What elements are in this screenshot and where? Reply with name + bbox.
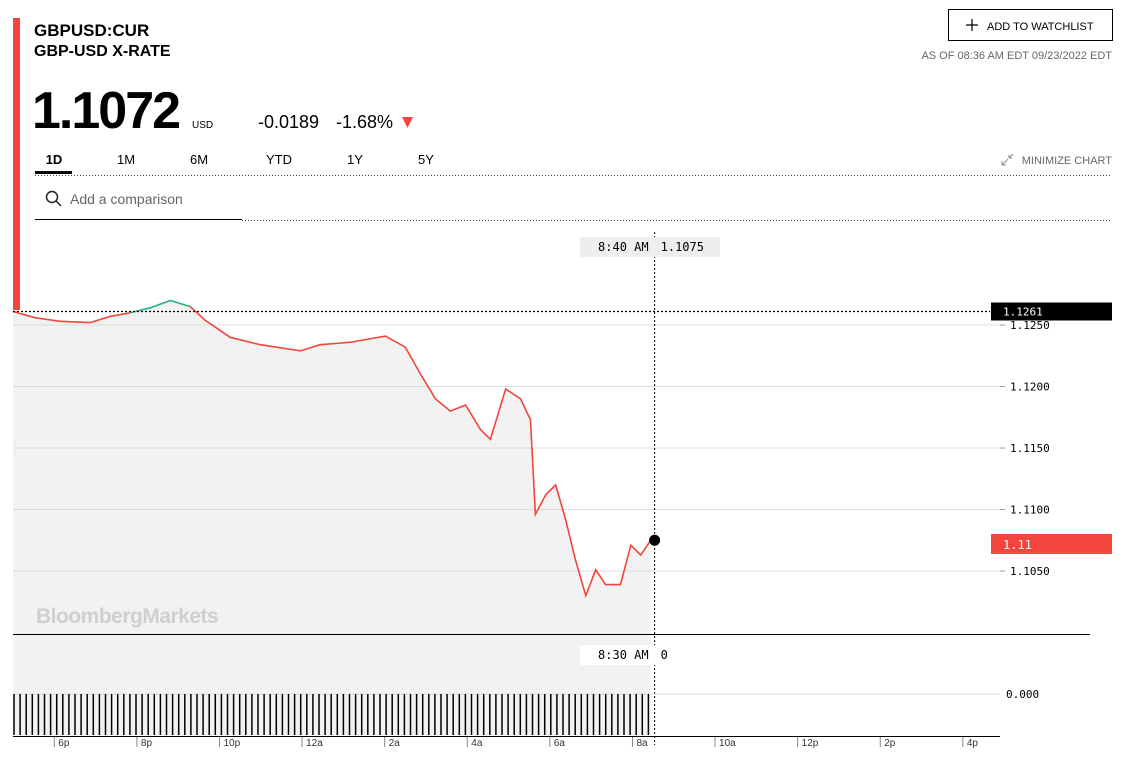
y-tick-label: 1.1250 (1010, 319, 1050, 332)
y-tick-label: 1.1200 (1010, 381, 1050, 394)
previous-close-label: 1.1261 (1003, 306, 1043, 319)
search-icon[interactable] (45, 190, 59, 204)
comparison-search[interactable]: Add a comparison (35, 190, 242, 220)
watermark: BloombergMarkets (36, 605, 218, 628)
tab-bar: 1D 1M 6M YTD 1Y 5Y (46, 152, 435, 167)
accent-bar (13, 18, 20, 310)
change-percent: -1.68% (336, 112, 393, 132)
x-tick-label: 12a (306, 738, 323, 749)
x-tick-label: 2a (389, 738, 401, 749)
button-label[interactable]: ADD TO WATCHLIST (987, 21, 1094, 33)
x-tick-label: 6p (58, 738, 70, 749)
crosshair-bottom-time: 8:30 AM (598, 648, 649, 662)
last-price-label: 1.11 (1003, 538, 1032, 552)
active-tab-underline (35, 171, 72, 174)
crosshair-top-value: 1.1075 (661, 240, 704, 254)
currency: USD (192, 120, 213, 131)
y-tick-label: 1.1150 (1010, 442, 1050, 455)
tab[interactable]: 6M (190, 152, 208, 167)
down-arrow (402, 117, 413, 128)
tab[interactable]: 1Y (347, 152, 363, 167)
ticker: GBPUSD:CUR (34, 21, 149, 40)
minimize-icon[interactable] (1001, 153, 1014, 166)
x-tick-label: 4p (967, 738, 979, 749)
security-name: GBP-USD X-RATE (34, 43, 171, 60)
previous-close-box (991, 302, 1112, 321)
price-chart: BloombergMarkets 1.1050 1.1100 1.1150 1.1200… (12, 232, 1112, 749)
tab[interactable]: 5Y (418, 152, 434, 167)
x-tick-label: 8p (141, 738, 153, 749)
x-tick-label: 2p (884, 738, 896, 749)
price-line (189, 305, 652, 599)
change: -0.0189 (258, 112, 319, 132)
x-tick-label: 10a (719, 738, 736, 749)
crosshair-top-box (580, 237, 720, 257)
y-tick-label: 1.1050 (1010, 565, 1050, 578)
last-point (649, 534, 661, 546)
area-fill (13, 300, 651, 634)
x-tick-label: 6a (554, 738, 566, 749)
y-tick-label: 1.1100 (1010, 504, 1050, 517)
minimize-chart[interactable]: MINIMIZE CHART (1001, 153, 1113, 167)
tab[interactable]: 1D (46, 152, 63, 167)
price-line (12, 310, 131, 324)
price-line (130, 299, 191, 314)
comparison-placeholder[interactable]: Add a comparison (70, 191, 183, 207)
search-icon-handle[interactable] (55, 200, 62, 207)
as-of: AS OF 08:36 AM EDT 09/23/2022 EDT (921, 50, 1112, 62)
tab[interactable]: 1M (117, 152, 135, 167)
crosshair-top-time: 8:40 AM (598, 240, 649, 254)
x-tick-label: 8a (636, 738, 648, 749)
minimize-label[interactable]: MINIMIZE CHART (1022, 155, 1113, 167)
tab[interactable]: YTD (266, 152, 292, 167)
x-tick-label: 4a (471, 738, 483, 749)
last-price-box (991, 533, 1112, 554)
crosshair-bottom-value: 0 (661, 648, 668, 662)
x-tick-label: 12p (802, 738, 819, 749)
x-tick-label: 10p (223, 738, 240, 749)
price: 1.1072 (32, 82, 179, 140)
plus-icon[interactable] (966, 19, 978, 31)
crosshair-bottom-box (580, 645, 675, 665)
volume-tick-label: 0.000 (1006, 688, 1039, 701)
watchlist-button[interactable]: ADD TO WATCHLIST (948, 9, 1113, 41)
